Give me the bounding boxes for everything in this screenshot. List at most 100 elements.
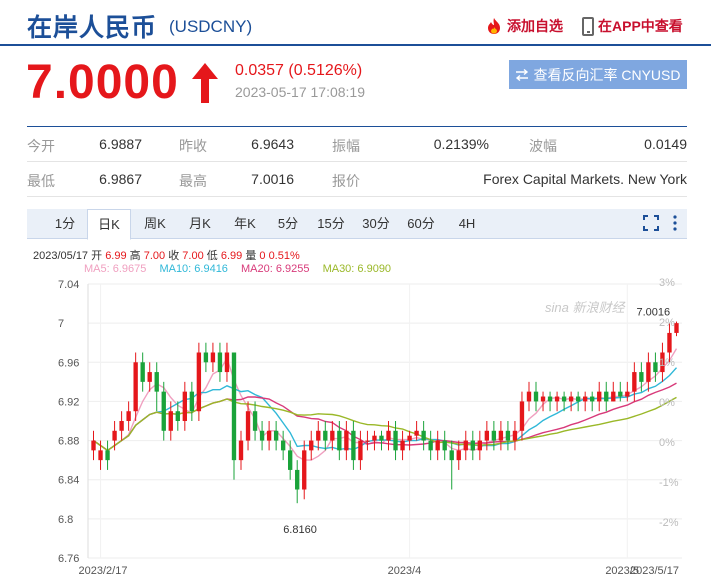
- candle: [667, 323, 672, 363]
- more-options-icon[interactable]: [673, 215, 677, 231]
- candle: [604, 381, 609, 412]
- quote-time: 2023-05-17 17:08:19: [235, 84, 365, 100]
- candle-body: [168, 411, 173, 431]
- candle: [112, 421, 117, 451]
- candlestick-chart[interactable]: sina 新浪财经 7.04 7 6.96 6.92 6.88 6.84 6.8 6.76 3%…: [0, 276, 711, 579]
- tab-5min[interactable]: 5分: [277, 216, 299, 231]
- candle-body: [547, 396, 553, 402]
- reverse-rate-button[interactable]: 查看反向汇率 CNYUSD: [509, 60, 687, 89]
- tab-60min[interactable]: 60分: [407, 216, 435, 231]
- candle: [168, 401, 173, 441]
- candle: [210, 342, 216, 373]
- tab-yearly-k[interactable]: 年K: [234, 216, 256, 231]
- x-tick-label: 2023/5/17: [630, 565, 679, 577]
- candle-body: [498, 430, 504, 441]
- candle: [344, 421, 349, 461]
- fullscreen-icon[interactable]: [643, 215, 659, 231]
- candle-body: [590, 396, 595, 402]
- candle-body: [238, 440, 244, 461]
- candle-body: [344, 430, 349, 451]
- candle-body: [639, 372, 644, 382]
- candle: [519, 391, 525, 441]
- tab-1min[interactable]: 1分: [54, 216, 76, 231]
- candle: [358, 430, 363, 470]
- candle-body: [414, 430, 419, 436]
- candle-body: [477, 440, 482, 451]
- candle-body: [126, 411, 131, 421]
- info-date: 2023/05/17: [33, 250, 89, 262]
- candle: [351, 421, 356, 470]
- swap-icon: [516, 68, 529, 81]
- candle: [590, 391, 595, 412]
- view-in-app-button[interactable]: 在APP中查看: [582, 16, 683, 36]
- candle: [456, 440, 461, 470]
- candle: [646, 352, 651, 392]
- candle-body: [330, 430, 335, 441]
- tab-15min[interactable]: 15分: [317, 216, 345, 231]
- candle: [252, 401, 258, 441]
- candle: [309, 430, 314, 461]
- candle-body: [386, 430, 391, 441]
- tab-daily-k[interactable]: 日K: [87, 209, 131, 240]
- price-change: 0.0357 (0.5126%): [235, 62, 363, 79]
- candle: [266, 421, 272, 451]
- candle-body: [112, 430, 117, 441]
- y-tick-label: 6.8: [58, 514, 73, 526]
- candle: [365, 430, 370, 451]
- candle-body: [421, 430, 426, 441]
- candle-body: [533, 391, 539, 402]
- candle-body: [351, 430, 356, 461]
- candle: [639, 362, 644, 392]
- candle-body: [428, 440, 433, 451]
- candle: [618, 381, 623, 402]
- candle-body: [231, 352, 237, 461]
- reverse-rate-label: 查看反向汇率 CNYUSD: [533, 66, 681, 83]
- tab-weekly-k[interactable]: 周K: [144, 216, 166, 231]
- candle: [175, 401, 180, 431]
- view-in-app-label: 在APP中查看: [598, 18, 683, 34]
- candle: [98, 440, 103, 470]
- candle-body: [266, 430, 272, 441]
- candle-body: [372, 435, 377, 441]
- candle: [224, 342, 230, 382]
- candle-body: [203, 352, 209, 363]
- candle-body: [632, 372, 637, 392]
- candle-body: [435, 440, 440, 451]
- candle: [189, 381, 195, 421]
- currency-name: 在岸人民币: [27, 14, 158, 42]
- candle-body: [470, 440, 475, 451]
- candle: [611, 381, 616, 402]
- candle-body: [196, 352, 202, 412]
- stats-row: 今开 6.9887 昨收 6.9643 振幅 0.2139% 波幅 0.0149: [27, 127, 687, 162]
- stat-value: 0.0149: [644, 136, 687, 152]
- candle: [245, 401, 251, 451]
- candle-body: [280, 440, 286, 451]
- add-favorite-button[interactable]: 添加自选: [485, 16, 563, 36]
- candle-body: [182, 391, 187, 421]
- candle: [217, 342, 223, 382]
- candle-body: [119, 421, 124, 431]
- candle-body: [365, 440, 370, 442]
- candle-body: [575, 396, 581, 402]
- candle-body: [554, 396, 560, 402]
- tab-30min[interactable]: 30分: [362, 216, 390, 231]
- tab-4h[interactable]: 4H: [458, 216, 476, 231]
- candle-body: [147, 372, 152, 382]
- candle-body: [625, 391, 630, 397]
- candle-body: [105, 450, 110, 461]
- candle: [91, 430, 96, 461]
- candle-body: [140, 362, 145, 382]
- candle-body: [407, 435, 412, 441]
- ma20-legend: MA20: 6.9255: [241, 263, 310, 275]
- pct-tick-label: 3%: [659, 277, 675, 289]
- stat-label: 最高: [179, 173, 207, 189]
- info-close: 7.00: [182, 250, 204, 262]
- candle: [259, 421, 265, 451]
- stat-label: 今开: [27, 138, 55, 154]
- candle: [583, 391, 588, 412]
- chart-watermark: sina 新浪财经: [545, 300, 626, 315]
- info-high-label: 高: [129, 250, 141, 262]
- candle-body: [224, 352, 230, 373]
- info-open: 6.99: [105, 250, 127, 262]
- tab-monthly-k[interactable]: 月K: [189, 216, 211, 231]
